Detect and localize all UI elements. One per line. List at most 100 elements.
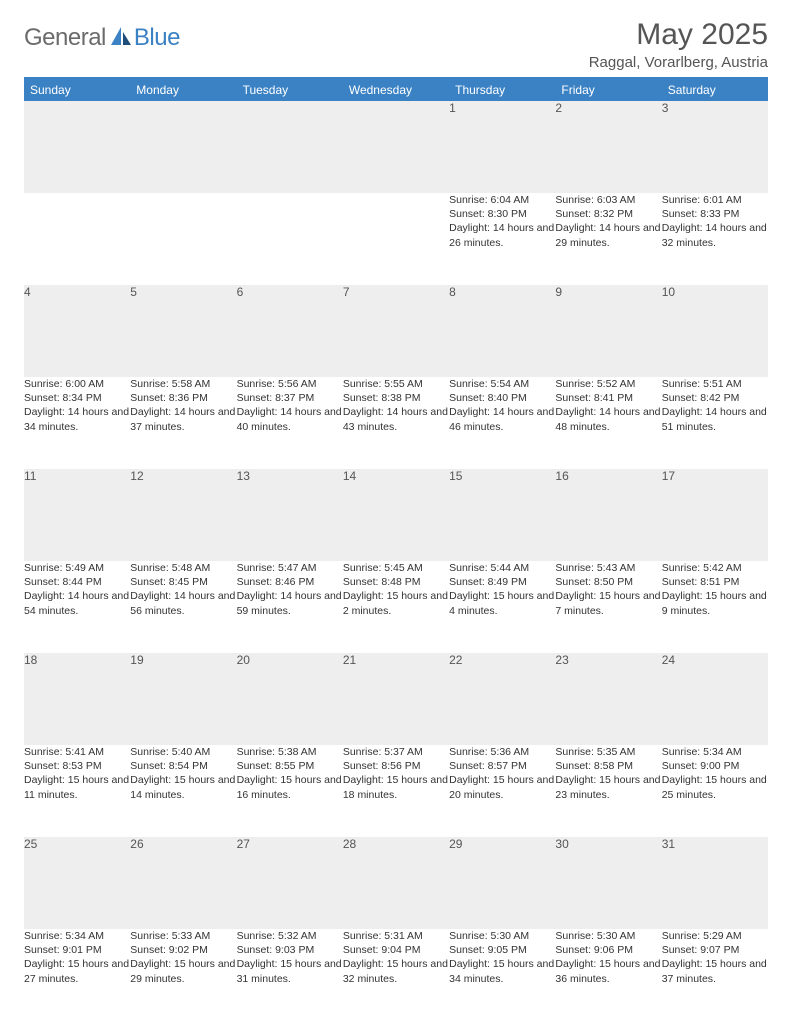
sunset-text: Sunset: 9:00 PM [662,759,768,773]
day-number-cell: 8 [449,285,555,377]
day-info-cell: Sunrise: 6:00 AMSunset: 8:34 PMDaylight:… [24,377,130,469]
sunset-text: Sunset: 8:51 PM [662,575,768,589]
day-info-cell: Sunrise: 5:33 AMSunset: 9:02 PMDaylight:… [130,929,236,1021]
weekday-header: Monday [130,78,236,101]
day-number-cell: 20 [237,653,343,745]
day-number-cell: 11 [24,469,130,561]
sunrise-text: Sunrise: 5:58 AM [130,377,236,391]
day-info-row: Sunrise: 6:00 AMSunset: 8:34 PMDaylight:… [24,377,768,469]
day-number-cell: 23 [555,653,661,745]
sunset-text: Sunset: 8:58 PM [555,759,661,773]
day-number-cell: 12 [130,469,236,561]
day-number-cell: 17 [662,469,768,561]
day-number-cell: 27 [237,837,343,929]
day-info-cell: Sunrise: 5:45 AMSunset: 8:48 PMDaylight:… [343,561,449,653]
sunrise-text: Sunrise: 5:43 AM [555,561,661,575]
sunrise-text: Sunrise: 5:30 AM [555,929,661,943]
daylight-text: Daylight: 15 hours and 18 minutes. [343,773,449,801]
sunset-text: Sunset: 8:57 PM [449,759,555,773]
sunset-text: Sunset: 8:40 PM [449,391,555,405]
day-number-cell: 24 [662,653,768,745]
day-info-cell: Sunrise: 5:30 AMSunset: 9:06 PMDaylight:… [555,929,661,1021]
day-number-cell: 10 [662,285,768,377]
sunrise-text: Sunrise: 5:35 AM [555,745,661,759]
day-info-cell: Sunrise: 5:30 AMSunset: 9:05 PMDaylight:… [449,929,555,1021]
sunset-text: Sunset: 9:03 PM [237,943,343,957]
weekday-header: Friday [555,78,661,101]
sunset-text: Sunset: 8:37 PM [237,391,343,405]
sunrise-text: Sunrise: 5:32 AM [237,929,343,943]
calendar-body: 1 23 Sunrise: 6:04 AMSunset: 8:30 PMDaylig… [24,101,768,1021]
daylight-text: Daylight: 15 hours and 27 minutes. [24,957,130,985]
sunrise-text: Sunrise: 6:03 AM [555,193,661,207]
sunset-text: Sunset: 8:56 PM [343,759,449,773]
day-info-cell: Sunrise: 5:32 AMSunset: 9:03 PMDaylight:… [237,929,343,1021]
day-info-row: Sunrise: 5:34 AMSunset: 9:01 PMDaylight:… [24,929,768,1021]
day-number-cell: 1 [449,101,555,193]
daylight-text: Daylight: 14 hours and 59 minutes. [237,589,343,617]
day-number-cell: 22 [449,653,555,745]
day-number-row: 25262728293031 [24,837,768,929]
day-info-cell: Sunrise: 5:44 AMSunset: 8:49 PMDaylight:… [449,561,555,653]
day-info-cell: Sunrise: 5:36 AMSunset: 8:57 PMDaylight:… [449,745,555,837]
sunrise-text: Sunrise: 5:36 AM [449,745,555,759]
sunrise-text: Sunrise: 5:48 AM [130,561,236,575]
daylight-text: Daylight: 14 hours and 32 minutes. [662,221,768,249]
day-number-row: 45678910 [24,285,768,377]
calendar-table: Sunday Monday Tuesday Wednesday Thursday… [24,77,768,1021]
sunset-text: Sunset: 8:49 PM [449,575,555,589]
daylight-text: Daylight: 15 hours and 34 minutes. [449,957,555,985]
day-number-row: 18192021222324 [24,653,768,745]
day-number-cell: 13 [237,469,343,561]
daylight-text: Daylight: 15 hours and 37 minutes. [662,957,768,985]
daylight-text: Daylight: 14 hours and 37 minutes. [130,405,236,433]
sunrise-text: Sunrise: 5:34 AM [24,929,130,943]
daylight-text: Daylight: 14 hours and 26 minutes. [449,221,555,249]
day-info-cell: Sunrise: 6:04 AMSunset: 8:30 PMDaylight:… [449,193,555,285]
daylight-text: Daylight: 15 hours and 31 minutes. [237,957,343,985]
daylight-text: Daylight: 15 hours and 23 minutes. [555,773,661,801]
day-info-cell: Sunrise: 5:52 AMSunset: 8:41 PMDaylight:… [555,377,661,469]
day-info-cell [130,193,236,285]
header: General Blue May 2025 Raggal, Vorarlberg… [24,18,768,71]
sunset-text: Sunset: 9:01 PM [24,943,130,957]
weekday-header: Sunday [24,78,130,101]
day-info-cell: Sunrise: 6:01 AMSunset: 8:33 PMDaylight:… [662,193,768,285]
day-number-cell: 21 [343,653,449,745]
daylight-text: Daylight: 14 hours and 34 minutes. [24,405,130,433]
sunset-text: Sunset: 8:33 PM [662,207,768,221]
day-info-cell: Sunrise: 5:38 AMSunset: 8:55 PMDaylight:… [237,745,343,837]
day-number-cell [130,101,236,193]
sunset-text: Sunset: 8:36 PM [130,391,236,405]
sunset-text: Sunset: 8:45 PM [130,575,236,589]
day-info-cell [237,193,343,285]
daylight-text: Daylight: 15 hours and 20 minutes. [449,773,555,801]
day-info-row: Sunrise: 5:41 AMSunset: 8:53 PMDaylight:… [24,745,768,837]
day-info-cell: Sunrise: 5:51 AMSunset: 8:42 PMDaylight:… [662,377,768,469]
day-info-cell: Sunrise: 6:03 AMSunset: 8:32 PMDaylight:… [555,193,661,285]
daylight-text: Daylight: 14 hours and 48 minutes. [555,405,661,433]
daylight-text: Daylight: 15 hours and 4 minutes. [449,589,555,617]
sunrise-text: Sunrise: 5:42 AM [662,561,768,575]
day-number-cell: 19 [130,653,236,745]
day-number-row: 11121314151617 [24,469,768,561]
day-number-cell [237,101,343,193]
weekday-header-row: Sunday Monday Tuesday Wednesday Thursday… [24,78,768,101]
day-number-cell [24,101,130,193]
daylight-text: Daylight: 14 hours and 29 minutes. [555,221,661,249]
day-info-cell: Sunrise: 5:42 AMSunset: 8:51 PMDaylight:… [662,561,768,653]
sunrise-text: Sunrise: 5:41 AM [24,745,130,759]
day-info-cell: Sunrise: 5:35 AMSunset: 8:58 PMDaylight:… [555,745,661,837]
weekday-header: Tuesday [237,78,343,101]
sunset-text: Sunset: 9:05 PM [449,943,555,957]
sunset-text: Sunset: 9:02 PM [130,943,236,957]
day-info-cell: Sunrise: 5:41 AMSunset: 8:53 PMDaylight:… [24,745,130,837]
sunrise-text: Sunrise: 5:40 AM [130,745,236,759]
sunrise-text: Sunrise: 5:47 AM [237,561,343,575]
logo: General Blue [24,24,180,52]
day-info-cell: Sunrise: 5:37 AMSunset: 8:56 PMDaylight:… [343,745,449,837]
daylight-text: Daylight: 15 hours and 32 minutes. [343,957,449,985]
day-info-cell: Sunrise: 5:56 AMSunset: 8:37 PMDaylight:… [237,377,343,469]
daylight-text: Daylight: 14 hours and 54 minutes. [24,589,130,617]
location-text: Raggal, Vorarlberg, Austria [589,54,768,71]
